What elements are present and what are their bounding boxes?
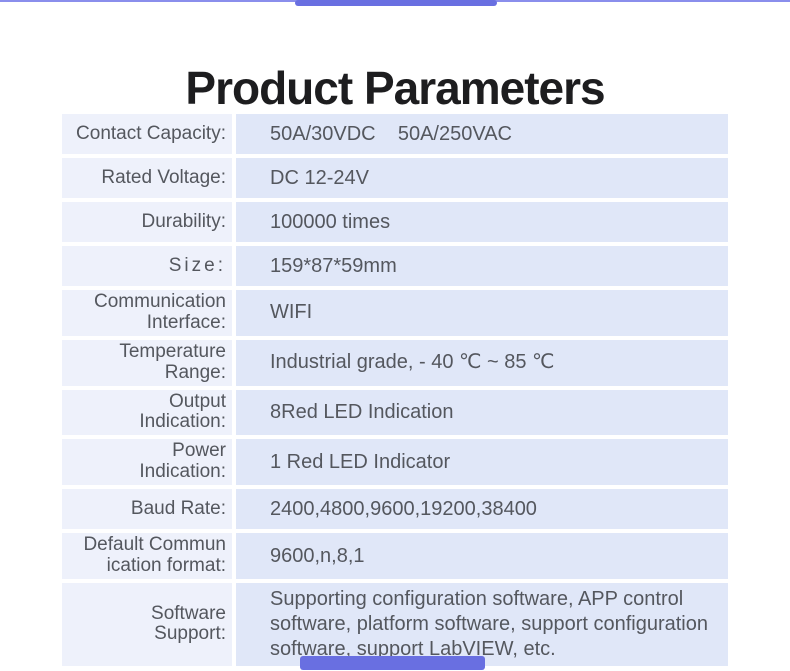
spec-value: 2400,4800,9600,19200,38400 (236, 489, 728, 530)
spec-label: Output Indication: (62, 389, 232, 436)
spec-value: Supporting configuration software, APP c… (236, 582, 728, 666)
table-row: Baud Rate: 2400,4800,9600,19200,38400 (62, 489, 728, 530)
table-row: Software Support: Supporting configurati… (62, 582, 728, 666)
spec-label: Size: (62, 246, 232, 286)
spec-value: 100000 times (236, 202, 728, 242)
top-scrollbar-thumb[interactable] (295, 0, 497, 6)
spec-label: Baud Rate: (62, 489, 232, 530)
spec-label: Rated Voltage: (62, 158, 232, 198)
table-row: Output Indication: 8Red LED Indication (62, 389, 728, 436)
spec-value: WIFI (236, 290, 728, 336)
spec-label: Temperature Range: (62, 339, 232, 386)
table-row: Temperature Range: Industrial grade, - 4… (62, 339, 728, 386)
spec-value: 8Red LED Indication (236, 389, 728, 436)
table-row: Default Commun ication format: 9600,n,8,… (62, 533, 728, 579)
bottom-scrollbar-thumb[interactable] (300, 656, 485, 670)
spec-value: 9600,n,8,1 (236, 533, 728, 579)
table-row: Rated Voltage: DC 12-24V (62, 158, 728, 198)
table-row: Communication Interface: WIFI (62, 290, 728, 336)
page-title: Product Parameters (185, 61, 605, 114)
table-row: Size: 159*87*59mm (62, 246, 728, 286)
table-row: Power Indication: 1 Red LED Indicator (62, 439, 728, 486)
spec-value: DC 12-24V (236, 158, 728, 198)
spec-value: 1 Red LED Indicator (236, 439, 728, 486)
spec-label: Default Commun ication format: (62, 533, 232, 579)
spec-label: Communication Interface: (62, 290, 232, 336)
spec-value: 50A/30VDC 50A/250VAC (236, 114, 728, 154)
spec-label: Durability: (62, 202, 232, 242)
spec-value: Industrial grade, - 40 ℃ ~ 85 ℃ (236, 339, 728, 386)
spec-label: Software Support: (62, 582, 232, 666)
product-parameters-table: Contact Capacity: 50A/30VDC 50A/250VAC R… (62, 114, 728, 666)
table-row: Durability: 100000 times (62, 202, 728, 242)
spec-label: Power Indication: (62, 439, 232, 486)
table-row: Contact Capacity: 50A/30VDC 50A/250VAC (62, 114, 728, 154)
spec-value: 159*87*59mm (236, 246, 728, 286)
spec-label: Contact Capacity: (62, 114, 232, 154)
